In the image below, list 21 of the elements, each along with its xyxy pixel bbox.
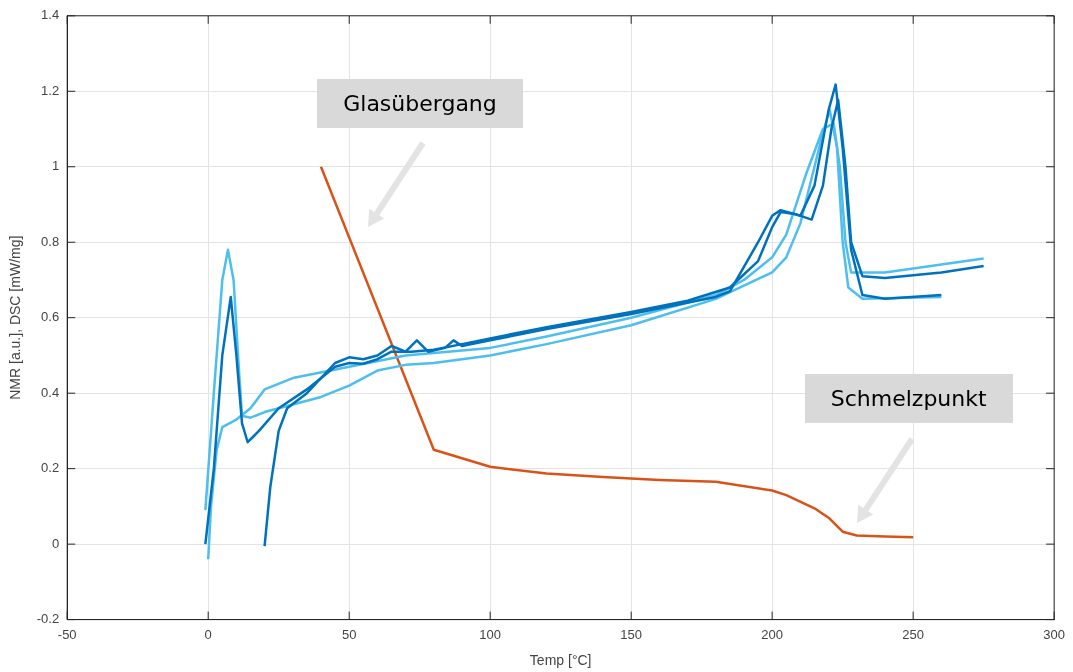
y-tick-label: 1.2	[41, 82, 60, 98]
x-tick-label: 50	[341, 626, 357, 642]
y-tick-label: 0	[51, 535, 60, 551]
annotation: Schmelzpunkt	[804, 374, 1013, 424]
x-tick-label: 0	[204, 626, 212, 642]
x-tick-label: 100	[479, 626, 502, 642]
x-axis-title: Temp [°C]	[529, 652, 592, 669]
y-tick-label: 0.4	[41, 384, 60, 400]
x-tick-label: -50	[57, 626, 77, 642]
y-axis-title: NMR [a.u.], DSC [mW/mg]	[7, 235, 24, 400]
x-tick-label: 200	[761, 626, 784, 642]
x-tick-label: 150	[620, 626, 643, 642]
y-tick-label: 0.2	[41, 460, 60, 476]
x-tick-label: 250	[902, 626, 925, 642]
x-tick-label: 300	[1043, 626, 1066, 642]
y-tick-label: -0.2	[36, 611, 60, 627]
y-tick-label: 0.8	[41, 233, 60, 249]
y-tick-label: 0.6	[41, 309, 60, 325]
annotation: Glasübergang	[317, 78, 523, 128]
y-tick-label: 1.4	[41, 7, 60, 23]
y-tick-label: 1	[51, 158, 60, 174]
